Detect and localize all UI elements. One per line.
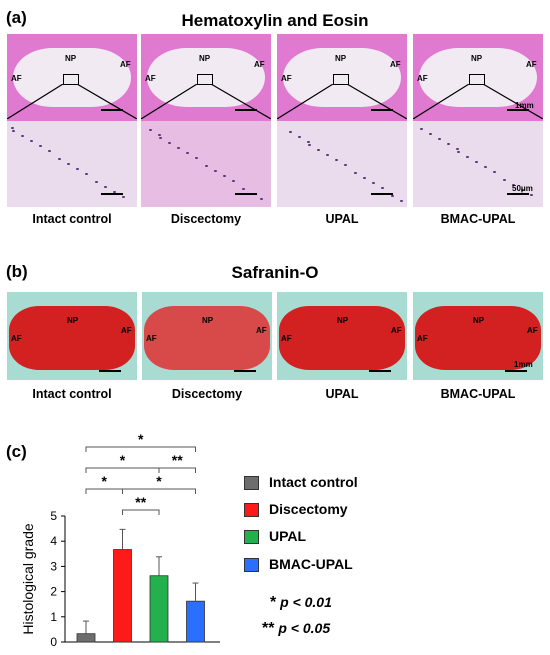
saf-np-label: NP (202, 316, 214, 325)
bar-discectomy (113, 549, 132, 643)
significance-bracket (85, 488, 123, 494)
he-af-right-label: AF (254, 60, 265, 69)
safranin-tile (413, 292, 543, 380)
he-af-left-label: AF (11, 74, 22, 83)
legend-label: BMAC-UPAL (269, 556, 353, 572)
panel-c-letter: (c) (6, 442, 27, 461)
note-1-text: p < 0.01 (280, 594, 332, 610)
significance-label: * (102, 473, 108, 489)
he-np-label: NP (471, 54, 483, 63)
he-np-label: NP (199, 54, 211, 63)
saf-caption: Intact control (32, 387, 112, 401)
legend-label: Intact control (269, 474, 358, 490)
zoom-line (7, 84, 64, 119)
zoom-line (76, 84, 137, 119)
zoom-line (346, 84, 407, 119)
significance-label: * (138, 431, 144, 447)
he-magnified-tile (7, 121, 137, 207)
panel-a-letter: (a) (6, 8, 27, 27)
he-np-label: NP (65, 54, 77, 63)
he-caption: Intact control (32, 212, 112, 226)
he-zoom-lines (141, 84, 271, 119)
saf-af-left-label: AF (11, 334, 22, 343)
safranin-tile (142, 292, 272, 380)
y-tick-label: 0 (50, 635, 57, 649)
saf-af-right-label: AF (256, 326, 267, 335)
saf-np-label: NP (337, 316, 349, 325)
legend-swatch (244, 530, 259, 544)
note-2-text: p < 0.05 (278, 620, 331, 636)
y-tick-label: 5 (50, 509, 57, 523)
he-caption: UPAL (325, 212, 359, 226)
saf-caption: Discectomy (171, 387, 243, 401)
he-af-right-label: AF (120, 60, 131, 69)
note-2-star: ** (262, 620, 275, 637)
significance-label: * (156, 473, 162, 489)
he-np-label: NP (335, 54, 347, 63)
saf-af-left-label: AF (281, 334, 292, 343)
he-af-right-label: AF (390, 60, 401, 69)
legend-swatch (244, 503, 259, 517)
he-zoom-lines (7, 84, 137, 119)
saf-np-label: NP (67, 316, 79, 325)
significance-bracket (122, 509, 160, 515)
saf-caption: UPAL (325, 387, 359, 401)
he-caption: Discectomy (170, 212, 242, 226)
panel-a-title: Hematoxylin and Eosin (181, 11, 369, 30)
significance-bracket (85, 446, 196, 452)
he-scale-50um: 50μm (512, 184, 533, 193)
y-axis-label: Histological grade (20, 523, 36, 634)
saf-af-right-label: AF (391, 326, 402, 335)
he-magnified-tile (141, 121, 271, 207)
zoom-line (141, 84, 198, 119)
zoom-line (482, 84, 543, 119)
saf-af-right-label: AF (527, 326, 538, 335)
y-tick-label: 2 (50, 585, 57, 599)
zoom-line (277, 84, 334, 119)
safranin-tile (277, 292, 407, 380)
saf-af-left-label: AF (417, 334, 428, 343)
he-af-left-label: AF (417, 74, 428, 83)
he-magnified-tile (413, 121, 543, 207)
he-magnified-tile (277, 121, 407, 207)
saf-caption: BMAC-UPAL (440, 387, 516, 401)
saf-scale-1mm: 1mm (514, 360, 533, 369)
significance-bracket (122, 488, 196, 494)
he-caption: BMAC-UPAL (440, 212, 516, 226)
saf-af-left-label: AF (146, 334, 157, 343)
legend-swatch (244, 558, 259, 572)
significance-note-1: * p < 0.01 (270, 594, 332, 612)
legend-swatch (244, 476, 259, 490)
significance-label: ** (172, 452, 183, 468)
legend-label: Discectomy (269, 501, 348, 517)
safranin-tile (7, 292, 137, 380)
significance-bracket (85, 467, 160, 473)
he-scale-1mm: 1mm (515, 101, 534, 110)
panel-b-title: Safranin-O (231, 263, 319, 282)
zoom-line (413, 84, 470, 119)
saf-af-right-label: AF (121, 326, 132, 335)
he-af-right-label: AF (526, 60, 537, 69)
y-tick-label: 4 (50, 534, 57, 548)
significance-label: * (120, 452, 126, 468)
he-af-left-label: AF (281, 74, 292, 83)
legend-label: UPAL (269, 528, 307, 544)
panel-b-letter: (b) (6, 262, 28, 281)
significance-note-2: ** p < 0.05 (262, 620, 330, 638)
y-tick-label: 3 (50, 559, 57, 573)
bar-intact-control (76, 633, 96, 643)
he-zoom-lines (413, 84, 543, 119)
bar-bmac-upal (186, 600, 205, 643)
significance-bracket (158, 467, 196, 473)
bar-upal (149, 575, 169, 643)
significance-label: ** (135, 494, 146, 510)
zoom-line (210, 84, 271, 119)
he-af-left-label: AF (145, 74, 156, 83)
he-zoom-lines (277, 84, 407, 119)
note-1-star: * (270, 594, 277, 611)
saf-np-label: NP (473, 316, 485, 325)
y-tick-label: 1 (50, 610, 57, 624)
